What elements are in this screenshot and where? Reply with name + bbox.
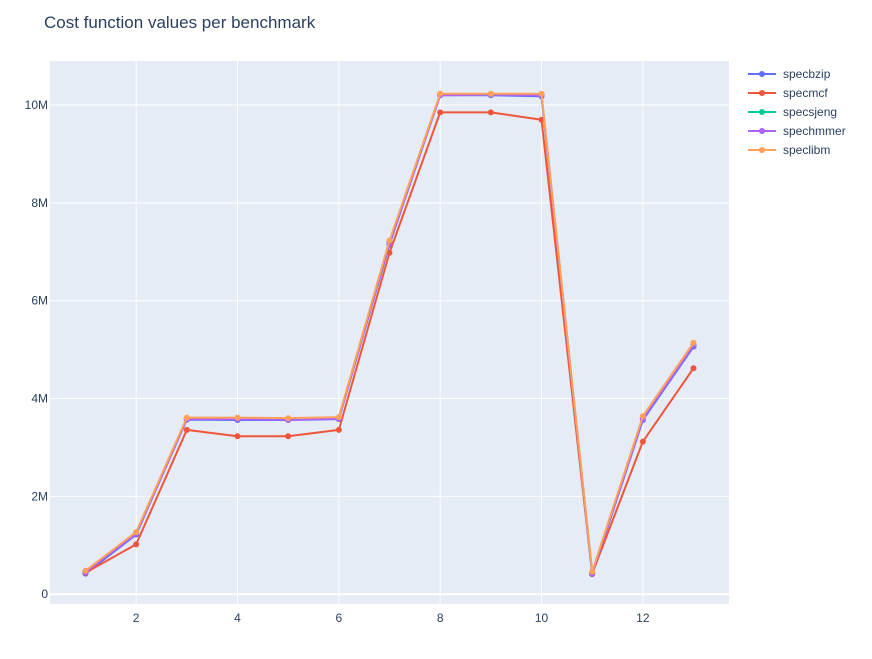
legend-marker (759, 71, 765, 77)
legend-label: specmcf (783, 86, 828, 100)
legend-item-specbzip[interactable]: specbzip (748, 67, 831, 81)
plot-background (50, 61, 729, 604)
legend-label: speclibm (783, 143, 830, 157)
data-point (386, 237, 393, 244)
x-tick-label: 10 (535, 611, 549, 625)
legend-marker (759, 147, 765, 153)
legend-item-specmcf[interactable]: specmcf (748, 86, 828, 100)
legend-item-speclibm[interactable]: speclibm (748, 143, 830, 157)
data-point (437, 90, 444, 97)
x-tick-label: 12 (636, 611, 650, 625)
x-tick-label: 4 (234, 611, 241, 625)
x-tick-label: 2 (133, 611, 140, 625)
x-tick-label: 6 (335, 611, 342, 625)
data-point (133, 541, 140, 548)
y-tick-label: 6M (31, 294, 48, 308)
data-point (285, 415, 292, 422)
data-point (437, 109, 444, 116)
data-point (335, 426, 342, 433)
data-point (82, 567, 89, 574)
data-point (690, 365, 697, 372)
legend-item-specsjeng[interactable]: specsjeng (748, 105, 837, 119)
legend-label: specbzip (783, 67, 831, 81)
x-tick-label: 8 (437, 611, 444, 625)
data-point (133, 529, 140, 536)
chart-title: Cost function values per benchmark (44, 13, 316, 32)
data-point (487, 90, 494, 97)
legend-label: spechmmer (783, 124, 846, 138)
series-speclibm (82, 90, 697, 575)
legend-item-spechmmer[interactable]: spechmmer (748, 124, 846, 138)
data-point (487, 109, 494, 116)
data-point (285, 433, 292, 440)
data-point (335, 414, 342, 421)
legend-marker (759, 128, 765, 134)
data-point (234, 433, 241, 440)
y-tick-label: 2M (31, 489, 48, 503)
data-point (183, 426, 190, 433)
data-point (639, 413, 646, 420)
legend-marker (759, 109, 765, 115)
y-tick-label: 8M (31, 196, 48, 210)
legend-marker (759, 90, 765, 96)
data-point (538, 90, 545, 97)
y-tick-label: 10M (25, 98, 48, 112)
data-point (183, 414, 190, 421)
data-point (589, 568, 596, 575)
data-point (690, 339, 697, 346)
y-tick-label: 0 (41, 587, 48, 601)
data-point (639, 438, 646, 445)
data-point (234, 414, 241, 421)
y-tick-label: 4M (31, 392, 48, 406)
legend-label: specsjeng (783, 105, 837, 119)
